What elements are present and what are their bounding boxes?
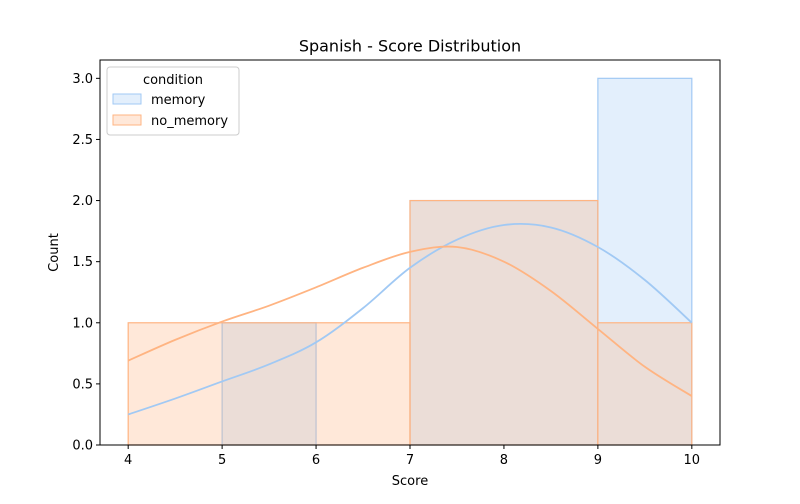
y-tick-label-1: 0.5: [72, 377, 93, 392]
chart-title: Spanish - Score Distribution: [299, 37, 521, 56]
x-tick-label-9: 9: [594, 453, 602, 468]
bar-no-memory-4-7: [127, 322, 411, 446]
y-axis: 0.0 0.5 1.0 1.5 2.0 2.5 3.0: [72, 72, 100, 454]
x-tick-label-10: 10: [684, 453, 701, 468]
legend-swatch-no-memory: [112, 114, 142, 126]
legend-title: condition: [143, 73, 203, 88]
y-tick-label-4: 2.0: [72, 194, 93, 209]
bar-memory-7-9: [409, 199, 599, 446]
y-tick-label-5: 2.5: [72, 133, 93, 148]
x-tick-label-4: 4: [124, 453, 132, 468]
histogram-bars: [127, 77, 693, 446]
y-axis-label: Count: [47, 233, 62, 272]
kde-line-memory: [127, 223, 693, 416]
y-tick-label-2: 1.0: [72, 316, 93, 331]
legend-label-memory: memory: [151, 93, 206, 108]
x-axis-label: Score: [392, 474, 428, 489]
kde-curves: [127, 223, 693, 416]
legend-label-no-memory: no_memory: [151, 114, 228, 129]
y-tick-label-6: 3.0: [72, 72, 93, 87]
x-tick-label-5: 5: [218, 453, 226, 468]
y-tick-label-3: 1.5: [72, 255, 93, 270]
x-tick-label-6: 6: [312, 453, 320, 468]
kde-line-no-memory: [127, 245, 693, 397]
bar-no-memory-7-9: [409, 199, 599, 446]
legend[interactable]: condition memory no_memory: [106, 66, 240, 136]
legend-swatch-memory: [112, 93, 142, 105]
x-axis: 4 5 6 7 8 9 10: [124, 445, 700, 468]
x-tick-label-8: 8: [500, 453, 508, 468]
y-tick-label-0: 0.0: [72, 439, 93, 454]
bar-memory-9-10: [597, 77, 693, 446]
x-tick-label-7: 7: [406, 453, 414, 468]
bar-no-memory-9-10: [597, 322, 693, 446]
bar-memory-5-6: [221, 322, 317, 446]
legend-box: [106, 66, 240, 136]
